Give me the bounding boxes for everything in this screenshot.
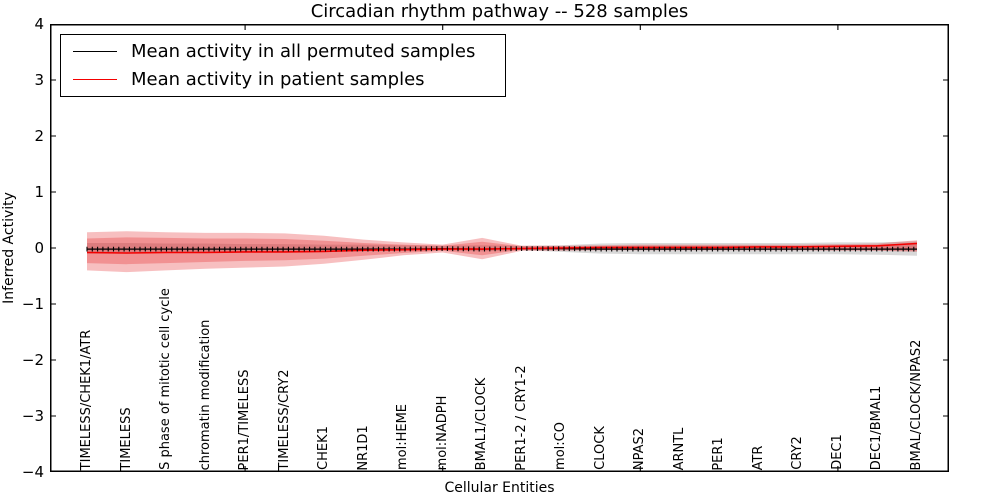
x-tick-label: S phase of mitotic cell cycle bbox=[158, 288, 174, 470]
x-tick-label: mol:NADPH bbox=[434, 395, 450, 470]
x-tick-label: mol:CO bbox=[553, 422, 569, 470]
x-tick-label: PER1-2 / CRY1-2 bbox=[513, 364, 529, 471]
x-tick-label: chromatin modification bbox=[197, 319, 213, 470]
y-tick-label: 0 bbox=[34, 239, 44, 257]
x-tick-label: CHEK1 bbox=[316, 426, 332, 470]
errorbar-ticks bbox=[86, 246, 915, 252]
y-tick-label: −4 bbox=[21, 463, 44, 481]
legend: Mean activity in all permuted samples Me… bbox=[60, 34, 506, 97]
x-tick-label: TIMELESS/CHEK1/ATR bbox=[79, 329, 94, 470]
line-patient-mean bbox=[86, 242, 918, 254]
x-tick-label: BMAL/CLOCK/NPAS2 bbox=[908, 339, 924, 470]
x-tick-label: PER1/TIMELESS bbox=[237, 369, 253, 470]
x-tick-label: TIMELESS/CRY2 bbox=[276, 368, 292, 471]
x-tick-label: PER1 bbox=[711, 436, 727, 471]
x-tick-label: NPAS2 bbox=[632, 427, 648, 471]
permuted-line-sample-icon bbox=[73, 51, 117, 53]
y-tick-label: 1 bbox=[34, 183, 44, 201]
x-tick-label: DEC1/BMAL1 bbox=[869, 385, 885, 470]
legend-label-permuted: Mean activity in all permuted samples bbox=[131, 41, 476, 63]
y-tick-label: −2 bbox=[21, 351, 44, 369]
legend-item-patient: Mean activity in patient samples bbox=[73, 69, 505, 90]
x-tick-label: mol:HEME bbox=[395, 403, 411, 471]
band-patient-std-outer bbox=[87, 231, 917, 273]
band-patient-std-inner bbox=[87, 237, 917, 265]
plot-canvas bbox=[50, 24, 949, 472]
y-tick-label: 3 bbox=[34, 71, 44, 89]
x-tick-label: BMAL1/CLOCK bbox=[474, 377, 490, 470]
axis-tick-marks bbox=[51, 24, 948, 472]
x-tick-label: ATR bbox=[750, 445, 766, 470]
plot-area bbox=[50, 24, 949, 472]
y-tick-label: 4 bbox=[34, 15, 44, 33]
y-tick-label: −3 bbox=[21, 407, 44, 425]
legend-label-patient: Mean activity in patient samples bbox=[131, 68, 425, 90]
legend-item-permuted: Mean activity in all permuted samples bbox=[73, 41, 505, 62]
x-tick-label: DEC1 bbox=[829, 434, 845, 470]
x-tick-label: CRY2 bbox=[790, 436, 806, 470]
x-tick-label: ARNTL bbox=[671, 427, 687, 470]
x-tick-label: NR1D1 bbox=[355, 424, 371, 471]
x-axis-label: Cellular Entities bbox=[444, 480, 555, 496]
patient-line-sample-icon bbox=[73, 78, 117, 80]
axes-frame bbox=[50, 24, 949, 472]
y-tick-label: 2 bbox=[34, 127, 44, 145]
chart-title: Circadian rhythm pathway -- 528 samples bbox=[310, 1, 689, 22]
y-tick-label: −1 bbox=[21, 295, 44, 313]
x-tick-label: TIMELESS bbox=[118, 406, 134, 471]
x-tick-label: CLOCK bbox=[592, 426, 608, 470]
